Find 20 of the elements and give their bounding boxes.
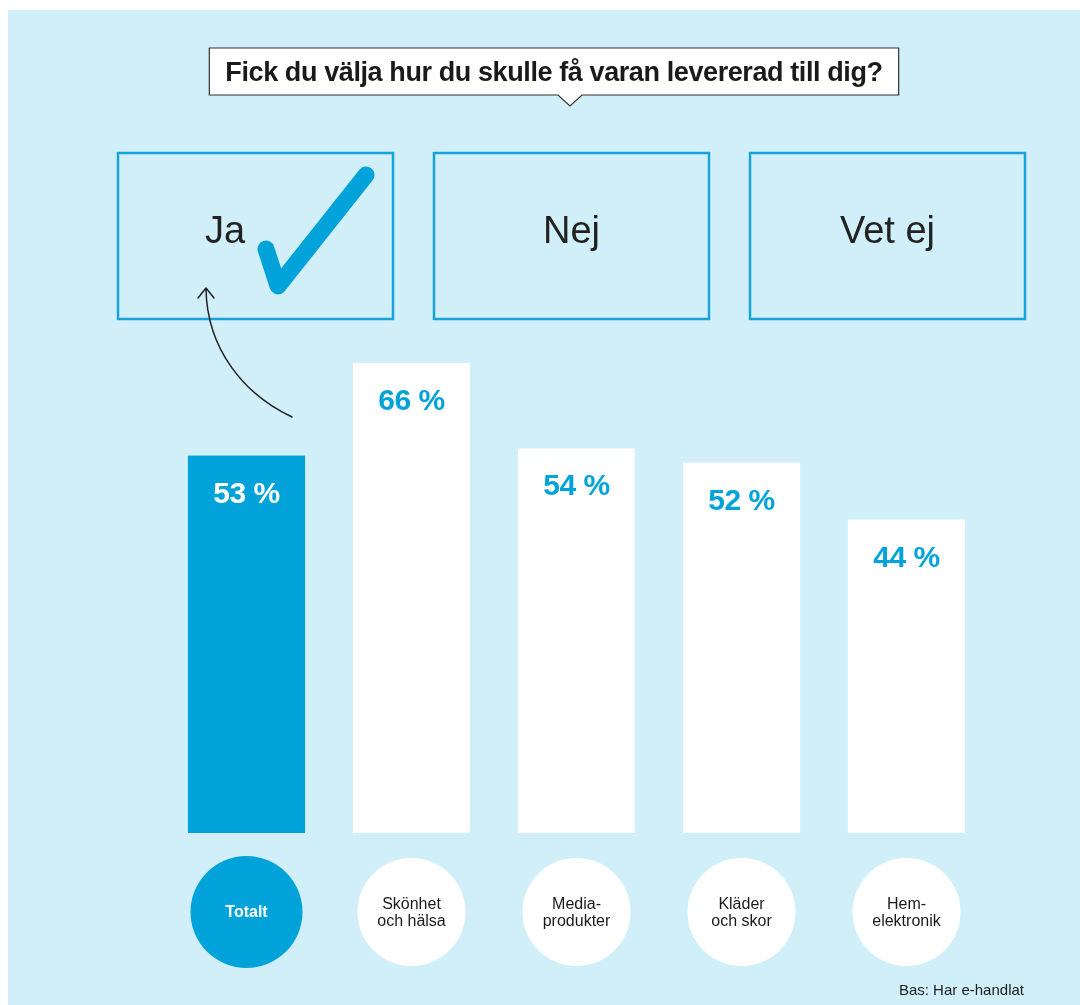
x-tick-label: Media-produkter <box>542 894 611 929</box>
bar <box>517 448 636 833</box>
text: Vet ej <box>839 209 936 251</box>
data-label: 53 % <box>213 475 280 509</box>
data-label: 44 % <box>873 539 940 573</box>
bar <box>352 363 471 833</box>
data-label: 52 % <box>708 482 775 516</box>
bar <box>682 462 801 833</box>
text: Ja <box>204 209 246 251</box>
x-tick-label: Hem-elektronik <box>872 894 942 929</box>
x-tick-label: Skönhet och hälsa <box>377 894 446 929</box>
chart-title: Fick du välja hur du skulle få varan levererad till dig? <box>225 57 883 87</box>
data-label: 66 % <box>378 383 445 416</box>
bar <box>187 455 306 833</box>
text: Bas: Har e-handlat <box>898 981 1025 998</box>
x-tick-label: Totalt <box>225 903 269 920</box>
text: Nej <box>542 209 601 251</box>
data-label: 54 % <box>543 468 610 502</box>
bar <box>847 519 966 833</box>
x-tick-label: Kläder och skor <box>711 894 773 929</box>
